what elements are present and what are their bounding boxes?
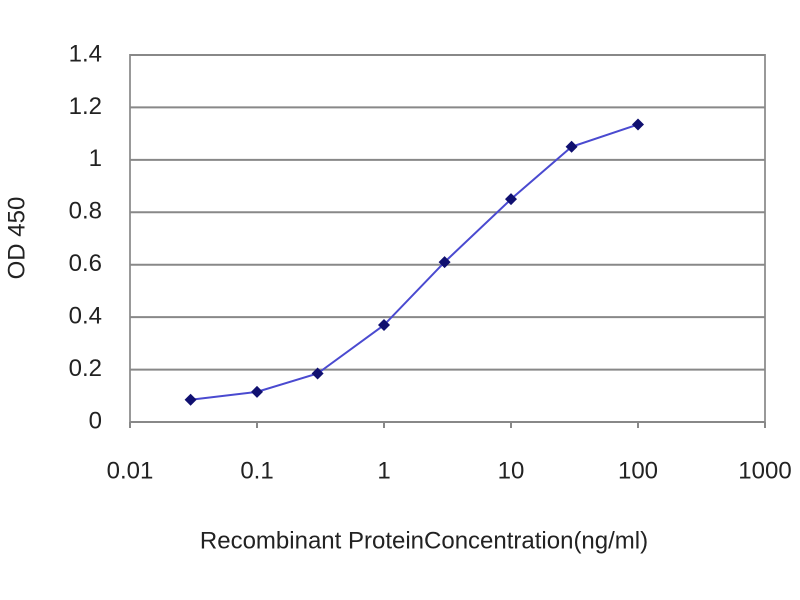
marker — [251, 385, 263, 398]
y-axis-label: OD 450 — [3, 197, 30, 280]
x-tick-label: 0.1 — [240, 457, 273, 484]
y-tick-label: 0.2 — [69, 355, 102, 382]
y-tick-label: 0 — [89, 407, 102, 434]
line — [190, 123, 639, 401]
marker — [565, 140, 578, 153]
marker — [505, 193, 517, 206]
x-tick-label: 1000 — [738, 457, 791, 484]
y-tick-label: 1 — [89, 145, 102, 172]
y-tick-label: 0.4 — [69, 302, 102, 329]
marker — [311, 367, 324, 380]
y-tick-label: 1.2 — [69, 93, 102, 120]
x-tick-label: 10 — [498, 457, 525, 484]
marker — [378, 319, 390, 332]
y-tick-label: 0.6 — [69, 250, 102, 277]
x-tick-label: 0.01 — [107, 457, 154, 484]
x-axis-label: Recombinant ProteinConcentration(ng/ml) — [200, 527, 648, 554]
x-tick-label: 1 — [377, 457, 390, 484]
y-tick-label: 0.8 — [69, 198, 102, 225]
marker — [632, 118, 644, 131]
y-tick-label: 1.4 — [69, 40, 102, 67]
x-tick-label: 100 — [618, 457, 658, 484]
plot-area — [129, 54, 766, 423]
marker — [438, 256, 451, 269]
marker — [184, 393, 197, 406]
